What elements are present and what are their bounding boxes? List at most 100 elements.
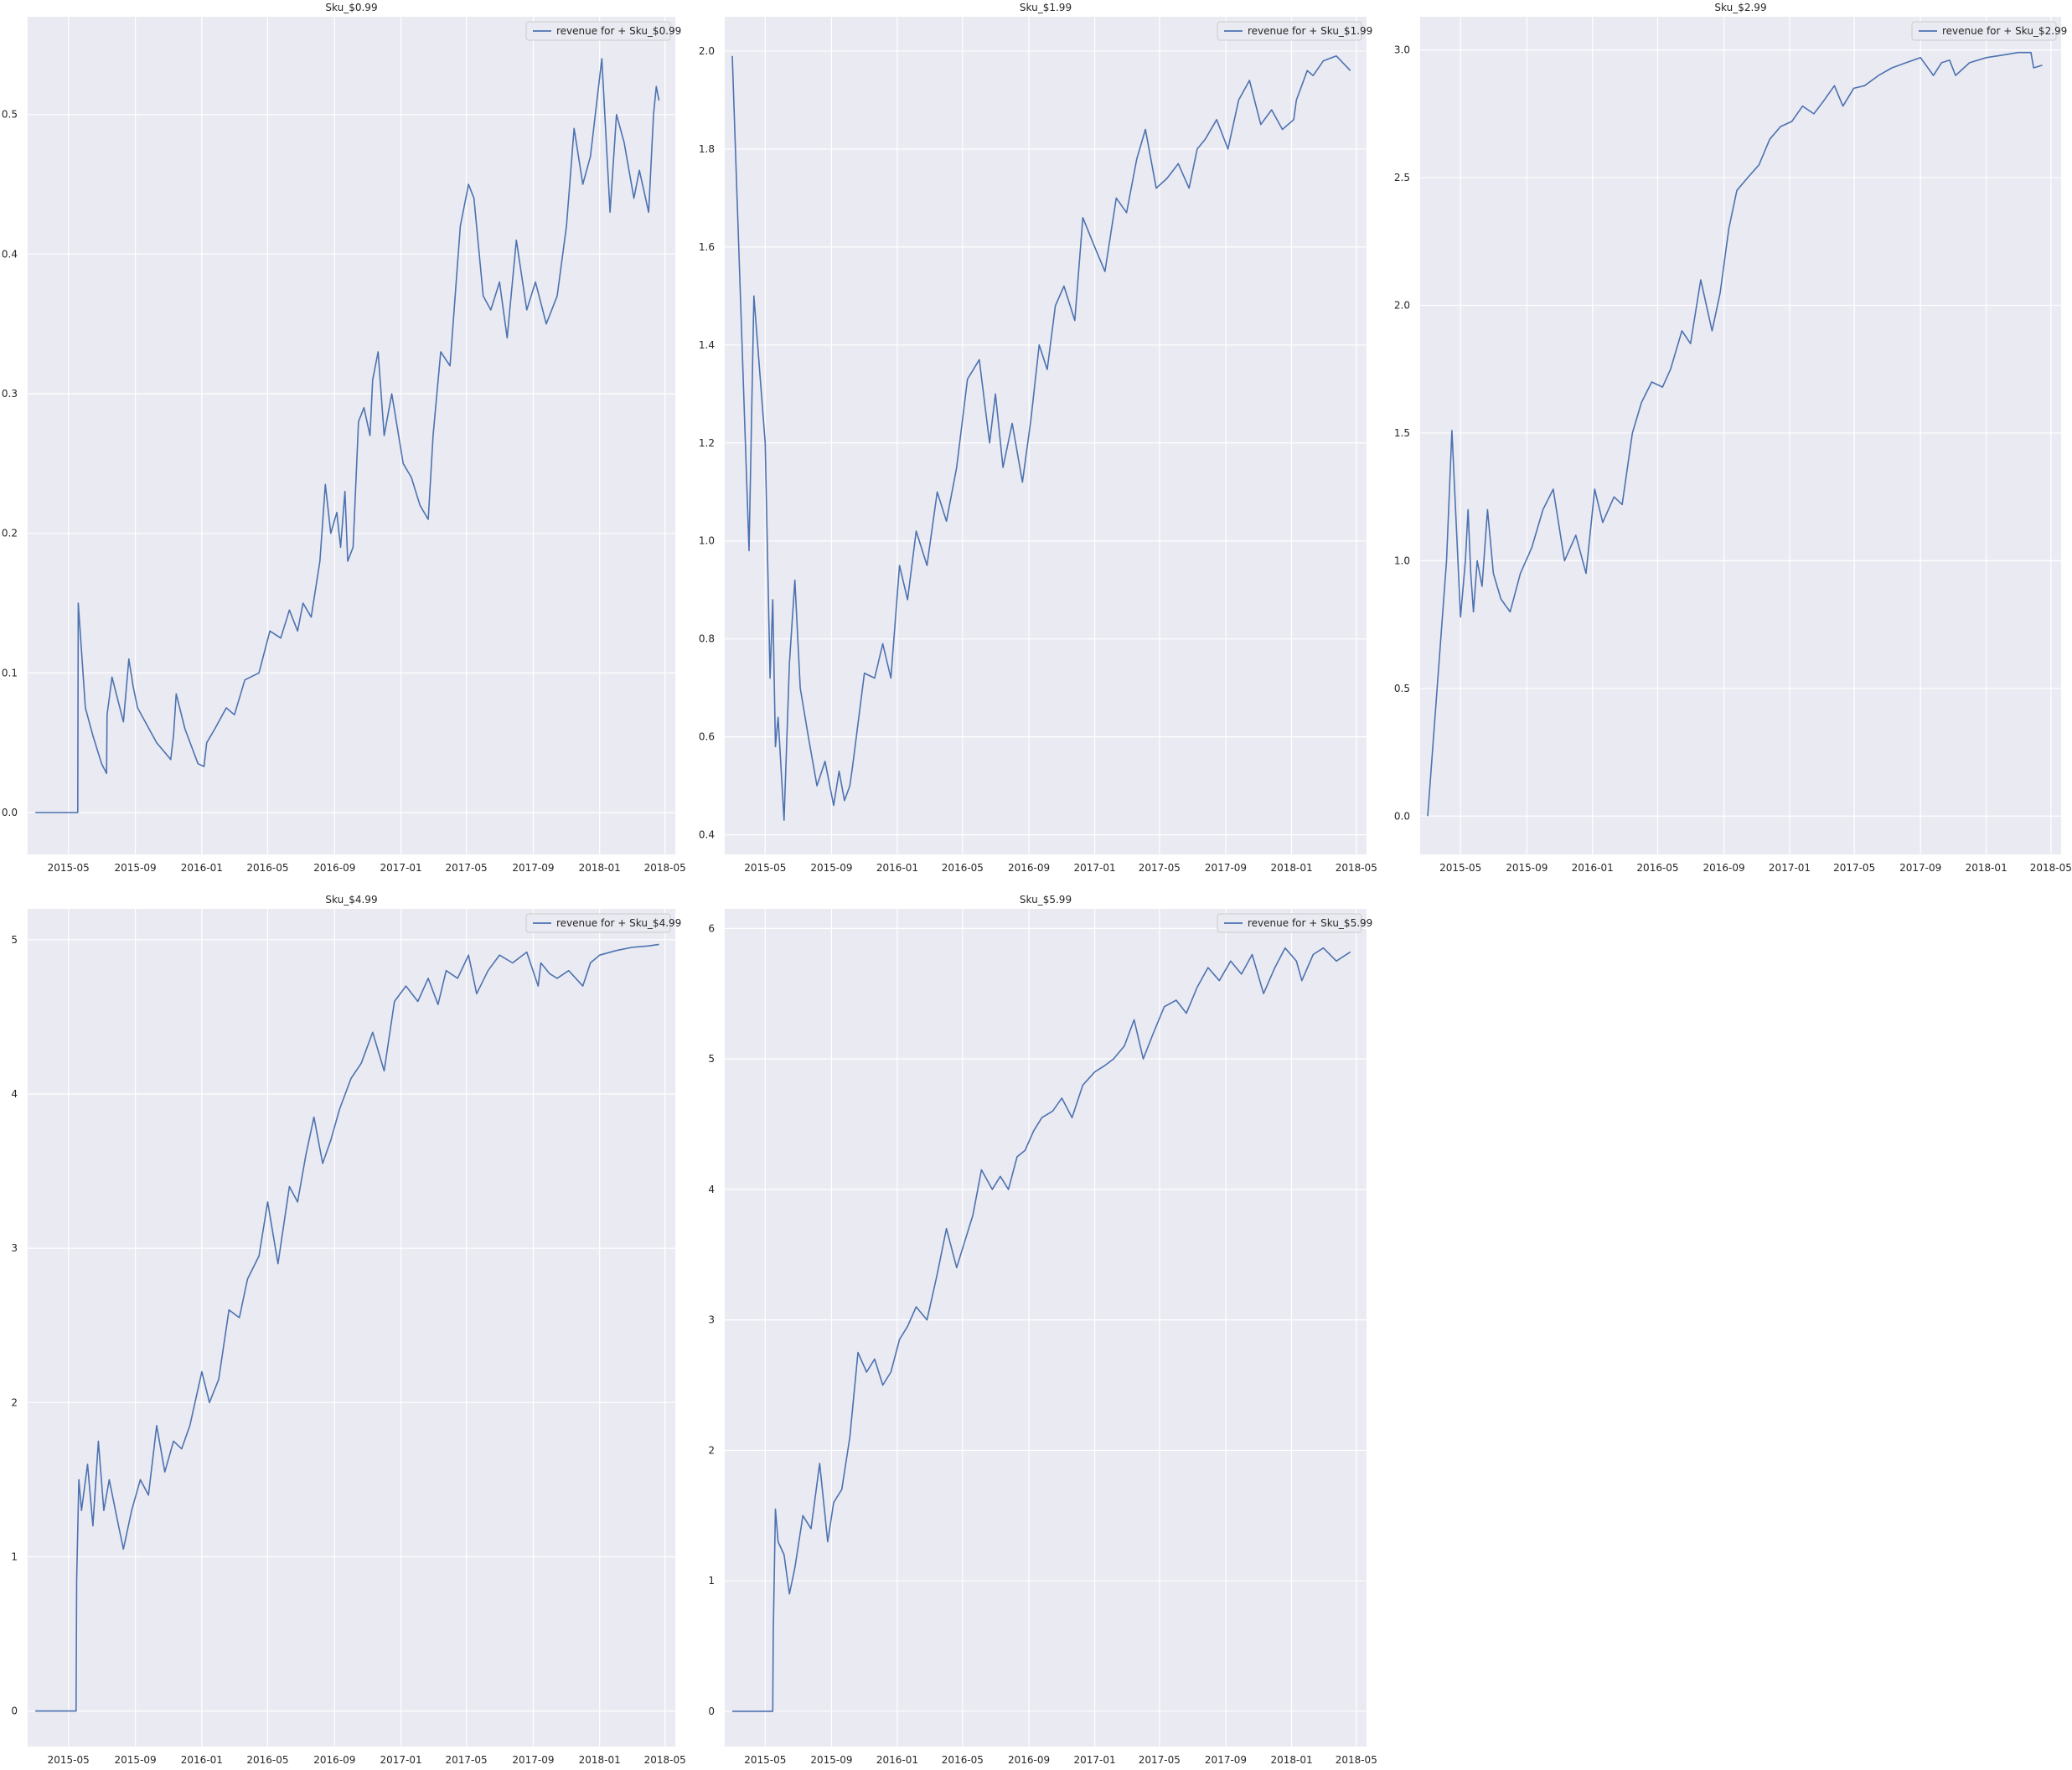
x-tick-label: 2015-05 [48,1754,90,1766]
x-tick-label: 2016-01 [876,862,918,874]
series-line [35,58,660,813]
plot-area [1420,17,2061,854]
x-tick-label: 2016-05 [246,862,288,874]
y-tick-label: 1.0 [1394,555,1410,566]
x-tick-label: 2016-01 [181,862,223,874]
legend-label: revenue for + Sku_$1.99 [1248,25,1372,37]
y-tick-label: 0.5 [2,109,18,121]
chart-svg: 2015-05 2015-09 2016-01 2016-05 2016-09 2017-… [1394,2,2072,874]
x-tick-label: 2015-05 [1439,862,1481,874]
subplot-sku-2-99: 2015-05 2015-09 2016-01 2016-05 2016-09 2017-… [1382,0,2072,875]
subplot-sku-5-99: 2015-05 2015-09 2016-01 2016-05 2016-09 2017-… [691,875,1382,1770]
x-tick-label: 2017-05 [445,862,487,874]
legend-box [1911,21,2057,41]
chart-svg: 2015-05 2015-09 2016-01 2016-05 2016-09 2017-… [699,2,1377,874]
y-tick-label: 4 [11,1088,18,1100]
y-tick-label: 1.8 [699,143,715,155]
legend-box [1217,913,1362,933]
x-tick-label: 2016-05 [942,1754,984,1766]
y-tick-label: 0.4 [699,829,715,841]
subplot-sku-4-99: 2015-05 2015-09 2016-01 2016-05 2016-09 2017-… [0,875,691,1770]
y-tick-label: 0.2 [2,528,18,539]
subplot-title: Sku_$1.99 [1020,2,1072,13]
y-tick-label: 2 [11,1396,18,1408]
subplot-title: Sku_$5.99 [1020,894,1072,906]
plot-area [28,17,675,854]
y-tick-label: 3.0 [1394,44,1410,56]
x-tick-label: 2016-01 [876,1754,918,1766]
legend-label: revenue for + Sku_$5.99 [1248,917,1372,929]
x-tick-label: 2015-09 [810,862,852,874]
y-tick-label: 1.5 [1394,427,1410,439]
x-tick-label: 2016-05 [246,1754,288,1766]
x-tick-label: 2015-05 [744,1754,786,1766]
y-tick-label: 0.8 [699,633,715,645]
x-tick-label: 2015-05 [48,862,90,874]
x-tick-label: 2018-05 [2030,862,2072,874]
x-tick-label: 2017-01 [1074,862,1116,874]
x-tick-label: 2017-09 [512,862,554,874]
y-tick-label: 1 [11,1551,18,1562]
x-tick-label: 2015-09 [810,1754,852,1766]
y-tick-label: 0 [708,1705,715,1717]
x-tick-label: 2017-09 [1205,1754,1247,1766]
chart-svg: 2015-05 2015-09 2016-01 2016-05 2016-09 2017-… [2,2,686,874]
subplot-title: Sku_$4.99 [325,894,377,906]
x-tick-label: 2017-05 [1139,1754,1181,1766]
legend-box [525,21,671,41]
x-tick-label: 2017-09 [512,1754,554,1766]
x-tick-label: 2016-09 [313,862,355,874]
y-tick-label: 1.4 [699,339,715,351]
x-tick-label: 2016-09 [1008,862,1050,874]
x-tick-label: 2016-05 [1636,862,1678,874]
y-tick-label: 3 [708,1314,715,1326]
x-tick-label: 2016-09 [313,1754,355,1766]
y-tick-label: 2.5 [1394,172,1410,183]
x-tick-label: 2017-05 [1833,862,1875,874]
y-tick-label: 1 [708,1575,715,1587]
series-line [732,947,1351,1712]
y-tick-label: 0.5 [1394,683,1410,694]
series-line [731,55,1351,821]
legend-label: revenue for + Sku_$4.99 [556,917,681,929]
x-tick-label: 2016-01 [1572,862,1614,874]
x-tick-label: 2016-09 [1703,862,1745,874]
y-tick-label: 2.0 [699,45,715,57]
y-tick-label: 4 [708,1184,715,1195]
y-tick-label: 2.0 [1394,300,1410,312]
x-tick-label: 2017-09 [1205,862,1247,874]
y-tick-label: 0.4 [2,248,18,260]
legend-box [1217,21,1362,41]
x-tick-label: 2017-05 [445,1754,487,1766]
plot-area [725,17,1367,854]
x-tick-label: 2017-01 [1769,862,1811,874]
x-tick-label: 2018-05 [644,862,686,874]
plot-area [28,909,675,1747]
y-tick-label: 1.0 [699,535,715,547]
subplot-sku-1-99: 2015-05 2015-09 2016-01 2016-05 2016-09 2017-… [691,0,1382,875]
x-tick-label: 2017-01 [1074,1754,1116,1766]
x-tick-label: 2015-09 [1506,862,1548,874]
y-tick-label: 0.3 [2,388,18,400]
plot-area [725,909,1367,1747]
x-tick-label: 2017-01 [380,1754,422,1766]
x-tick-label: 2015-05 [744,862,786,874]
y-tick-label: 0.6 [699,731,715,743]
legend-box [525,913,671,933]
x-tick-label: 2016-01 [181,1754,223,1766]
x-tick-label: 2018-05 [1336,862,1377,874]
chart-svg: 2015-05 2015-09 2016-01 2016-05 2016-09 2017-… [708,894,1377,1766]
legend-label: revenue for + Sku_$2.99 [1942,25,2067,37]
x-tick-label: 2018-01 [579,862,621,874]
x-tick-label: 2018-01 [1966,862,2007,874]
x-tick-label: 2016-09 [1008,1754,1050,1766]
x-tick-label: 2015-09 [115,862,157,874]
x-tick-label: 2018-01 [1270,862,1312,874]
y-tick-label: 6 [708,922,715,934]
x-tick-label: 2017-01 [380,862,422,874]
y-tick-label: 1.6 [699,241,715,253]
legend-label: revenue for + Sku_$0.99 [556,25,681,37]
y-tick-label: 0.1 [2,667,18,679]
y-tick-label: 0 [11,1705,18,1717]
